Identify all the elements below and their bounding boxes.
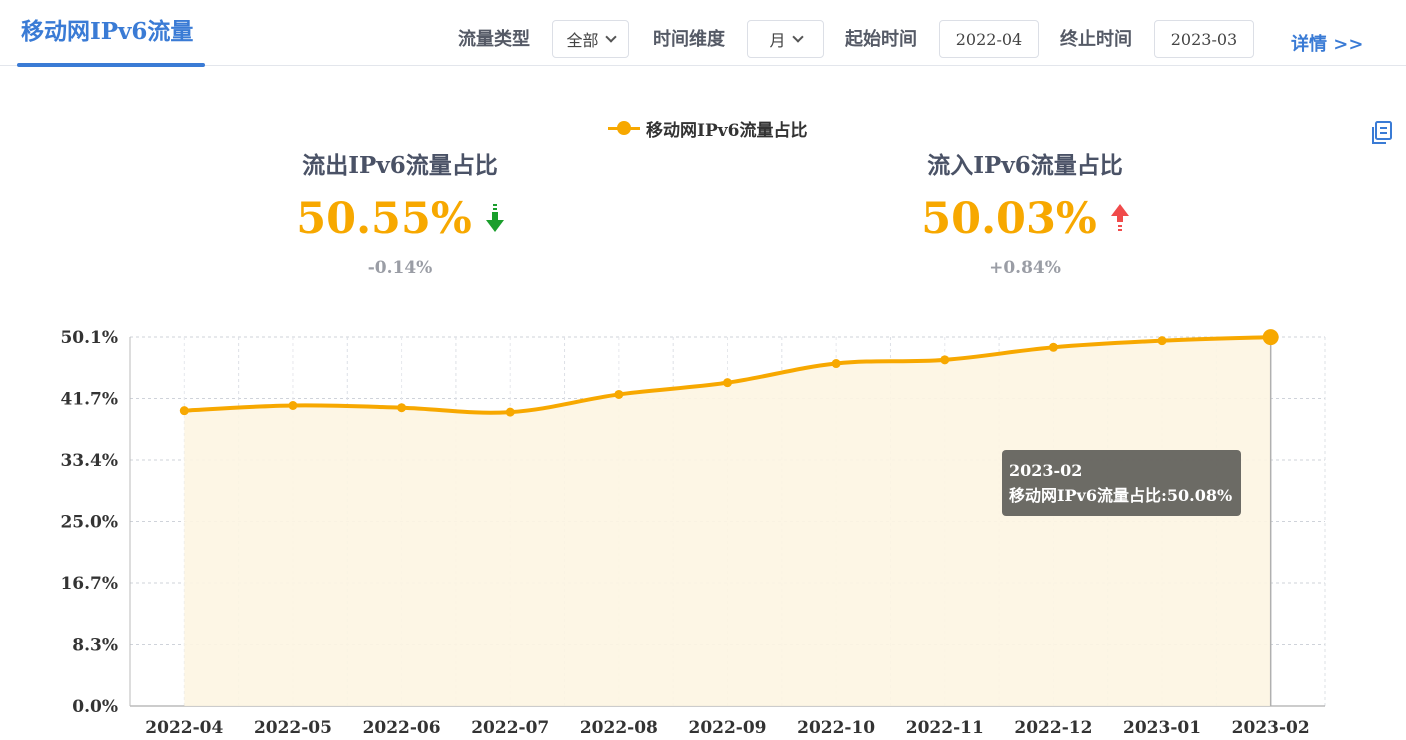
kpi-inflow: 流入IPv6流量占比 50.03% +0.84% <box>865 146 1185 278</box>
active-tab-indicator <box>17 63 205 67</box>
x-tick-label: 2022-11 <box>906 718 984 738</box>
y-tick-label: 50.1% <box>60 328 118 348</box>
kpi-inflow-title: 流入IPv6流量占比 <box>927 152 1123 179</box>
tab-ipv6-traffic[interactable]: 移动网IPv6流量 <box>17 0 205 67</box>
start-time-value: 2022-04 <box>955 29 1023 49</box>
traffic-type-label: 流量类型 <box>458 29 530 50</box>
traffic-type-select[interactable]: 全部 <box>552 20 629 58</box>
y-tick-label: 8.3% <box>72 636 118 656</box>
data-point <box>831 359 841 369</box>
tooltip-title: 2023-02 <box>1009 461 1083 480</box>
start-time-label: 起始时间 <box>845 29 917 50</box>
header-bar: 移动网IPv6流量 流量类型 全部 时间维度 月 起始时间 2022-04 终止… <box>0 0 1406 67</box>
kpi-inflow-change: +0.84% <box>989 258 1061 278</box>
highlighted-point <box>1262 329 1279 346</box>
data-point <box>288 400 298 410</box>
x-tick-label: 2022-06 <box>363 718 441 738</box>
kpi-outflow-title: 流出IPv6流量占比 <box>302 152 498 179</box>
x-tick-label: 2023-02 <box>1232 718 1310 738</box>
time-dimension-select[interactable]: 月 <box>747 20 824 58</box>
tooltip-value: 移动网IPv6流量占比:50.08% <box>1009 486 1233 505</box>
time-dimension-label: 时间维度 <box>653 29 725 50</box>
data-point <box>723 378 732 388</box>
end-time-label: 终止时间 <box>1060 29 1132 50</box>
data-point <box>1157 336 1167 346</box>
page-title: 移动网IPv6流量 <box>21 18 194 45</box>
x-tick-label: 2022-08 <box>580 718 658 738</box>
legend-marker <box>608 116 640 140</box>
y-tick-label: 41.7% <box>60 390 118 410</box>
detail-link[interactable]: 详情 >> <box>1291 34 1364 55</box>
x-tick-label: 2022-07 <box>471 718 549 738</box>
arrow-down-icon <box>485 204 504 232</box>
kpi-outflow: 流出IPv6流量占比 50.55% -0.14% <box>240 146 560 278</box>
y-tick-label: 16.7% <box>60 574 118 594</box>
kpi-inflow-value: 50.03% <box>921 194 1097 244</box>
time-dimension-value: 月 <box>769 31 786 50</box>
data-point <box>940 355 950 365</box>
copy-icon[interactable] <box>1370 120 1394 146</box>
arrow-up-icon <box>1110 204 1129 231</box>
data-point <box>614 389 624 399</box>
end-time-input[interactable]: 2023-03 <box>1154 20 1254 58</box>
kpi-outflow-value: 50.55% <box>296 194 472 244</box>
chart-canvas: 0.0% 8.3% 16.7% 25.0% 33.4% 41.7% 50.1% 2022-04… <box>60 328 1326 738</box>
legend-label: 移动网IPv6流量占比 <box>646 120 808 141</box>
chevron-down-icon <box>791 31 804 43</box>
y-tick-label: 0.0% <box>72 697 118 717</box>
line-chart[interactable]: 0.0% 8.3% 16.7% 25.0% 33.4% 41.7% 50.1% 2022-04… <box>0 300 1406 740</box>
data-point <box>179 406 189 416</box>
y-tick-label: 33.4% <box>60 451 118 471</box>
end-time-value: 2023-03 <box>1170 29 1238 49</box>
x-tick-label: 2022-12 <box>1014 718 1092 738</box>
data-point <box>1048 342 1058 352</box>
traffic-type-value: 全部 <box>566 31 599 50</box>
x-tick-label: 2022-09 <box>688 718 766 738</box>
start-time-input[interactable]: 2022-04 <box>939 20 1039 58</box>
x-tick-label: 2022-05 <box>254 718 332 738</box>
data-point <box>397 403 407 413</box>
kpi-outflow-change: -0.14% <box>367 258 433 278</box>
y-tick-label: 25.0% <box>60 513 118 533</box>
x-tick-label: 2022-04 <box>145 718 223 738</box>
chart-legend[interactable]: 移动网IPv6流量占比 <box>608 116 808 141</box>
x-tick-label: 2022-10 <box>797 718 875 738</box>
series-area <box>184 337 1271 706</box>
chart-tooltip: 2023-02 移动网IPv6流量占比:50.08% <box>1002 450 1241 516</box>
x-tick-label: 2023-01 <box>1123 718 1201 738</box>
chevron-down-icon <box>604 31 617 43</box>
data-point <box>505 407 515 417</box>
